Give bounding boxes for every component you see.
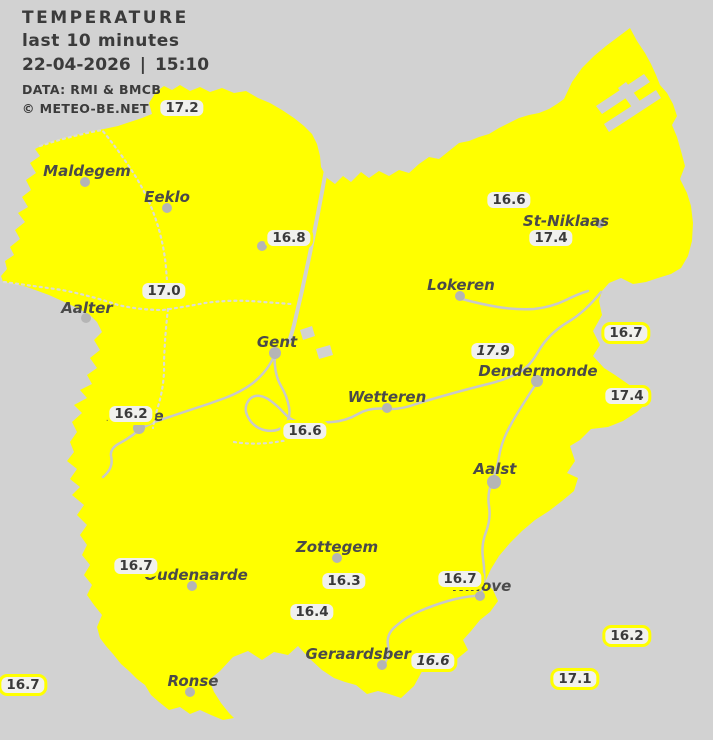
- city-dot-eeklo: [162, 203, 172, 213]
- temperature-label: 16.6: [280, 420, 330, 442]
- city-dot-deinze: [133, 422, 145, 434]
- city-label-aalter: Aalter: [61, 299, 113, 317]
- border-dotted-middle: [2, 280, 293, 312]
- temperature-label: 16.3: [319, 570, 369, 592]
- city-dot-lokeren: [455, 291, 465, 301]
- city-label-dendermonde: Dendermonde: [478, 362, 598, 380]
- city-label-aalst: Aalst: [473, 460, 517, 478]
- border-dotted-south: [151, 307, 170, 430]
- temperature-label: 16.4: [287, 601, 337, 623]
- city-label-eeklo: Eeklo: [144, 188, 190, 206]
- dock-cutout: [604, 90, 661, 132]
- map-datetime: 22-04-2026 | 15:10: [22, 55, 209, 75]
- map-subtitle: last 10 minutes: [22, 31, 180, 51]
- copyright: © METEO-BE.NET: [22, 101, 149, 116]
- city-label-st-niklaas: St-Niklaas: [522, 212, 610, 230]
- border-dotted-northwest: [38, 128, 170, 295]
- temperature-label: 16.7: [111, 555, 161, 577]
- temperature-label: 16.2: [602, 625, 652, 647]
- city-dot-aalter: [81, 313, 91, 323]
- city-dot-oudenaarde: [187, 581, 197, 591]
- city-label-maldegem: Maldegem: [43, 162, 131, 180]
- dock-cutout: [618, 82, 642, 110]
- city-label-lokeren: Lokeren: [427, 276, 495, 294]
- city-label-ronse: Ronse: [167, 672, 219, 690]
- city-label-oudenaarde: Oudenaarde: [144, 566, 248, 584]
- data-source: DATA: RMI & BMCB: [22, 82, 162, 97]
- city-dot-ninove: [475, 591, 485, 601]
- city-label-gent: Gent: [256, 333, 298, 351]
- city-dot-maldegem: [80, 177, 90, 187]
- city-dot-st-niklaas: [596, 220, 604, 228]
- temperature-label: 17.1: [550, 668, 600, 690]
- city-label-geraardsbergen: Geraardsbergen: [305, 645, 443, 663]
- temperature-label: 16.8: [264, 227, 314, 249]
- temperature-label: 16.7: [0, 674, 48, 696]
- city-label-wetteren: Wetteren: [347, 388, 427, 406]
- city-dot-dendermonde: [531, 375, 543, 387]
- temperature-label: 16.7: [435, 568, 485, 590]
- temperature-label: 16.6: [408, 650, 458, 672]
- station-dot: [257, 241, 267, 251]
- temperature-label: 17.9: [468, 340, 518, 362]
- temperature-label: 16.2: [106, 403, 156, 425]
- temperature-label: 17.4: [602, 385, 652, 407]
- temperature-label: 17.2: [157, 97, 207, 119]
- river-leie: [101, 350, 278, 479]
- time-text: 15:10: [154, 55, 210, 75]
- gent-dock-cutout: [316, 345, 333, 359]
- city-dot-geraardsbergen: [377, 660, 387, 670]
- temperature-label: 16.6: [484, 189, 534, 211]
- city-dot-ronse: [185, 687, 195, 697]
- city-dot-gent: [269, 347, 281, 359]
- city-dot-zottegem: [332, 553, 342, 563]
- city-dot-wetteren: [382, 403, 392, 413]
- date-text: 22-04-2026: [22, 55, 131, 75]
- temperature-label: 17.0: [139, 280, 189, 302]
- city-label-zottegem: Zottegem: [295, 538, 379, 556]
- river-durme: [460, 289, 590, 311]
- city-dot-aalst: [487, 475, 501, 489]
- temperature-label: 16.7: [601, 322, 651, 344]
- gent-dock-cutout: [300, 326, 315, 340]
- temperature-label: 17.4: [526, 227, 576, 249]
- header: TEMPERATURE last 10 minutes 22-04-2026 | 1…: [22, 8, 209, 116]
- page-title: TEMPERATURE: [22, 8, 189, 28]
- river-dender: [380, 379, 540, 670]
- canal-gent-terneuzen: [287, 168, 328, 344]
- datetime-separator: |: [139, 55, 146, 75]
